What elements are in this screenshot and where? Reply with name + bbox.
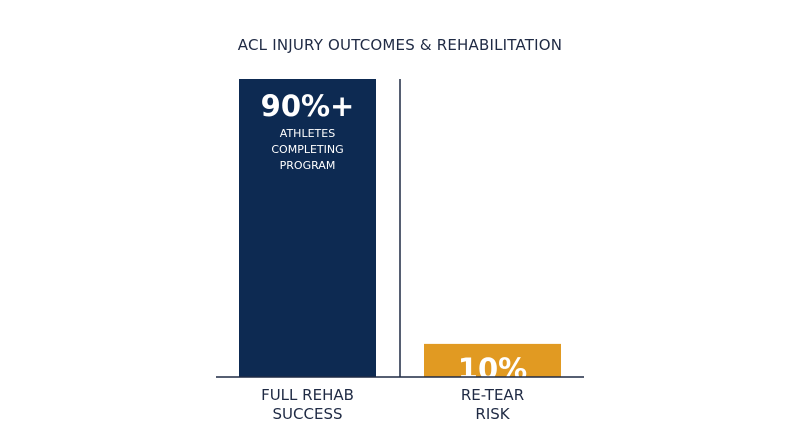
category-label-line: FULL REHAB xyxy=(261,386,354,404)
data-label-1: 90%+ xyxy=(261,89,355,123)
bar-1 xyxy=(239,79,376,377)
category-label-line: SUCCESS xyxy=(273,405,343,423)
bar-annotation-line: COMPLETING xyxy=(271,143,343,156)
bars-group: 90%+ ATHLETES COMPLETING PROGRAM 10% xyxy=(239,79,561,386)
category-label-line: RISK xyxy=(475,405,510,423)
bar-annotation-line: ATHLETES xyxy=(280,127,335,140)
data-label-2: 10% xyxy=(458,352,527,386)
chart-title: ACL INJURY OUTCOMES & REHABILITATION xyxy=(238,36,562,54)
bar-2 xyxy=(424,343,561,377)
bar-annotation-line: PROGRAM xyxy=(280,159,336,172)
category-label-line: RE-TEAR xyxy=(461,386,524,404)
